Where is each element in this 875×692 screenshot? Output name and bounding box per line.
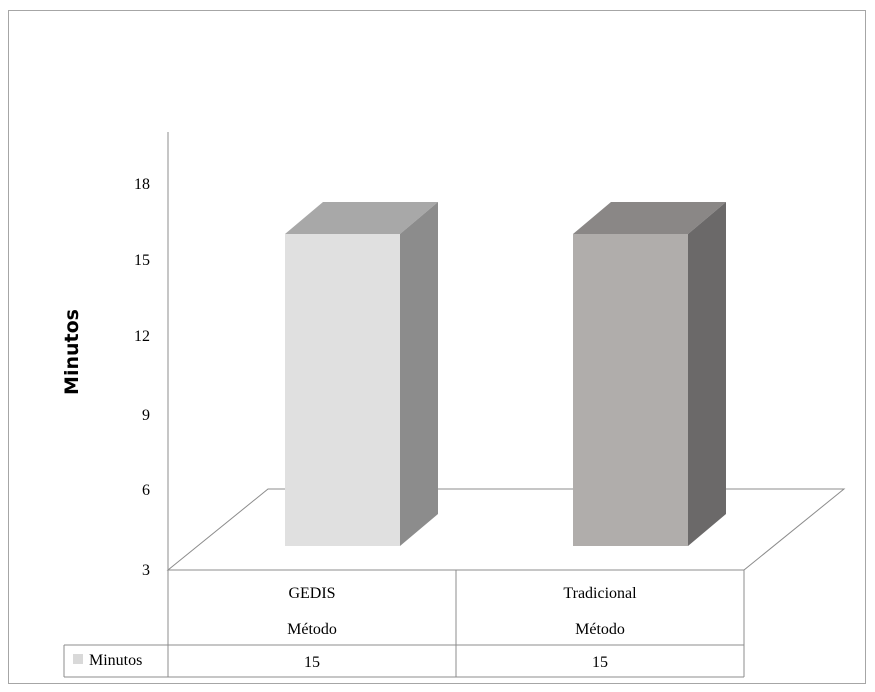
legend-series-name: Minutos: [89, 652, 142, 669]
bar-1-front: [573, 234, 688, 546]
bar-1-side: [688, 202, 726, 546]
bar-0-top: [285, 202, 438, 234]
bar-1-top: [573, 202, 726, 234]
y-tick-label-4: 15: [134, 252, 150, 269]
table-value-1: 15: [592, 654, 608, 671]
data-table: [63, 570, 745, 678]
category-label-1: Tradicional: [563, 585, 637, 602]
floor-plane: [166, 488, 846, 571]
y-axis-title: Minutos: [61, 309, 83, 395]
bar-0-front: [285, 234, 400, 546]
legend-key: [73, 654, 83, 664]
x-axis-title-0: Método: [287, 621, 337, 638]
table-value-0: 15: [304, 654, 320, 671]
x-axis-title-1: Método: [575, 621, 625, 638]
y-tick-label-1: 6: [142, 482, 150, 499]
y-tick-label-2: 9: [142, 407, 150, 424]
y-tick-label-5: 18: [134, 176, 150, 193]
bar-0-side: [400, 202, 438, 546]
bars-group: [285, 202, 726, 546]
category-label-0: GEDIS: [288, 585, 335, 602]
y-tick-label-0: 3: [142, 562, 150, 579]
y-tick-label-3: 12: [134, 328, 150, 345]
